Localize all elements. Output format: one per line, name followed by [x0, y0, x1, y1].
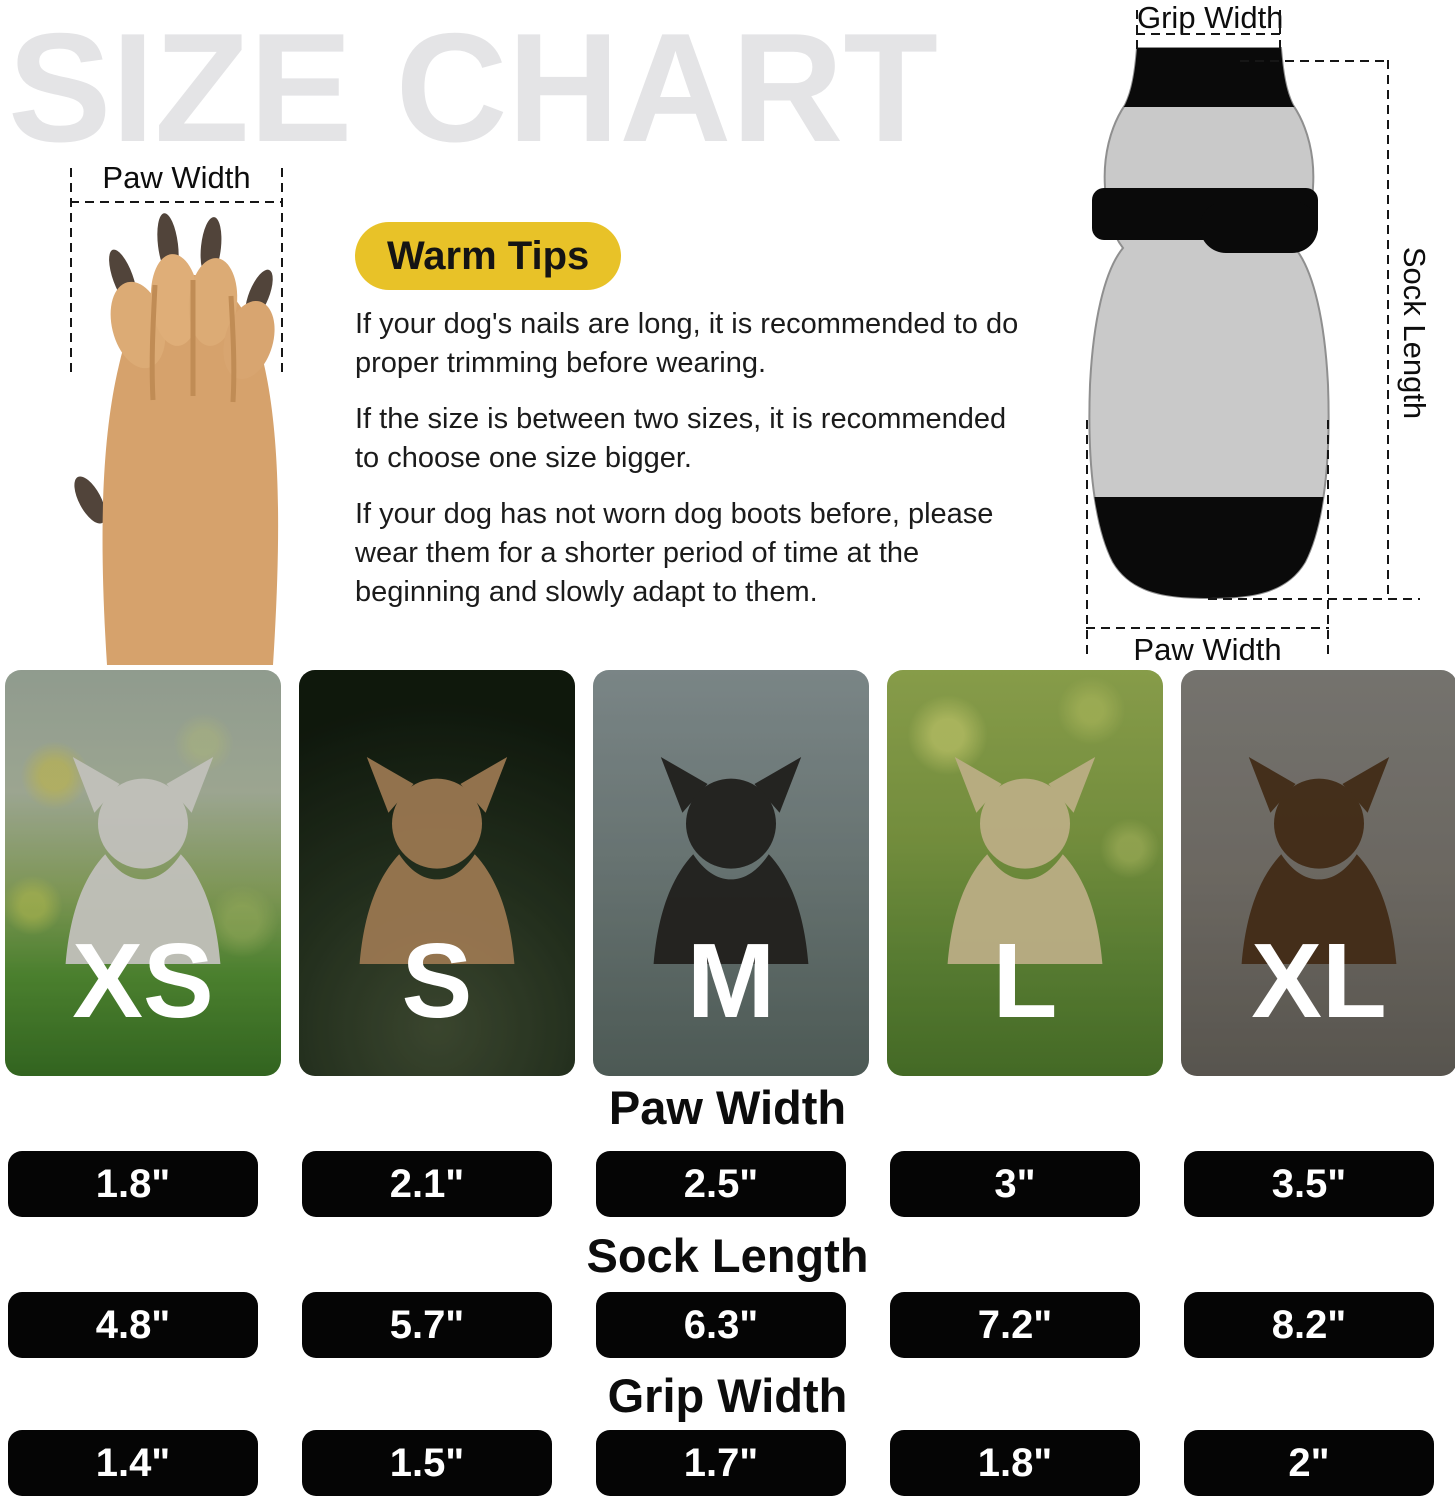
measure-line [1387, 60, 1389, 600]
sock-diagram [1088, 47, 1330, 600]
measure-line [1086, 627, 1329, 629]
paw-width-pill-s: 2.1" [302, 1151, 552, 1217]
size-card-s: S [299, 670, 575, 1076]
size-letter: L [992, 922, 1058, 1040]
photo-shade [593, 670, 869, 1076]
measure-line [281, 168, 283, 373]
photo-shade [299, 670, 575, 1076]
section-header-sock-length: Sock Length [586, 1229, 869, 1282]
size-letter: XL [1251, 922, 1387, 1040]
paw-width-pill-l: 3" [890, 1151, 1140, 1217]
paw-width-pill-m: 2.5" [596, 1151, 846, 1217]
size-card-xs: XS [5, 670, 281, 1076]
grip-width-pill-m: 1.7" [596, 1430, 846, 1496]
sock-length-pill-l: 7.2" [890, 1292, 1140, 1358]
warm-tip-paragraph: If your dog has not worn dog boots befor… [355, 498, 994, 608]
sock-length-pill-s: 5.7" [302, 1292, 552, 1358]
sock-length-pill-xl: 8.2" [1184, 1292, 1434, 1358]
grip-width-pill-xs: 1.4" [8, 1430, 258, 1496]
sock-length-label: Sock Length [1397, 246, 1432, 420]
dog-paw-photo [74, 213, 279, 665]
warm-tip-paragraph: If your dog's nails are long, it is reco… [355, 308, 1019, 379]
measure-line [1086, 420, 1088, 655]
measure-line [70, 201, 283, 203]
measure-line [1136, 10, 1138, 55]
measure-line [1136, 33, 1281, 35]
grip-width-pill-s: 1.5" [302, 1430, 552, 1496]
page-title: SIZE CHART [8, 1, 938, 174]
measure-line [1279, 10, 1281, 55]
measure-line [1208, 598, 1420, 600]
section-header-grip-width: Grip Width [607, 1369, 848, 1422]
warm-tips-text: If your dog's nails are long, it is reco… [355, 305, 1023, 629]
warm-tips-badge: Warm Tips [355, 222, 622, 290]
paw-width-pill-xl: 3.5" [1184, 1151, 1434, 1217]
grip-width-pill-xl: 2" [1184, 1430, 1434, 1496]
measure-line [1240, 60, 1390, 62]
grip-width-pill-l: 1.8" [890, 1430, 1140, 1496]
paw-width-pill-xs: 1.8" [8, 1151, 258, 1217]
sock-paw-width-label: Paw Width [1133, 632, 1282, 667]
size-letter: S [401, 922, 473, 1040]
measure-line [70, 168, 72, 373]
size-card-l: L [887, 670, 1163, 1076]
paw-width-measure-label: Paw Width [102, 160, 251, 195]
grip-width-label: Grip Width [1137, 0, 1284, 35]
warm-tip-paragraph: If the size is between two sizes, it is … [355, 403, 1007, 474]
size-card-m: M [593, 670, 869, 1076]
photo-shade [1181, 670, 1455, 1076]
sock-length-pill-m: 6.3" [596, 1292, 846, 1358]
section-header-paw-width: Paw Width [608, 1081, 847, 1134]
measure-line [1327, 420, 1329, 655]
size-card-xl: XL [1181, 670, 1455, 1076]
photo-shade [887, 670, 1163, 1076]
sock-length-pill-xs: 4.8" [8, 1292, 258, 1358]
size-letter: M [686, 922, 776, 1040]
photo-shade [5, 670, 281, 1076]
size-letter: XS [72, 922, 214, 1040]
